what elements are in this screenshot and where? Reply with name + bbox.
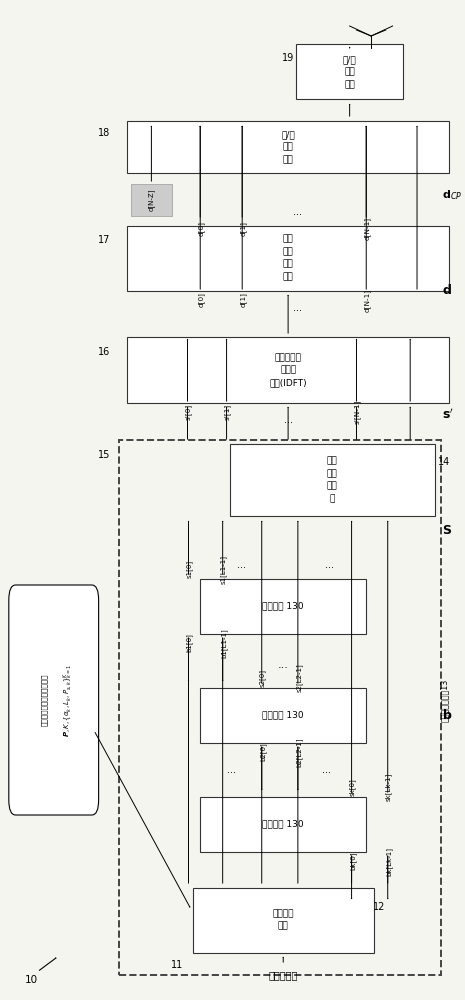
FancyBboxPatch shape [200,796,366,851]
Text: b2[0]: b2[0] [259,743,266,761]
FancyBboxPatch shape [200,688,366,742]
Text: ...: ... [293,207,302,217]
Text: b2[L2-1]: b2[L2-1] [295,737,302,767]
Text: 串行数据流: 串行数据流 [269,970,298,980]
Text: 10: 10 [25,975,38,985]
Text: 扩频单元 130: 扩频单元 130 [262,601,304,610]
FancyBboxPatch shape [131,184,172,216]
FancyBboxPatch shape [127,337,449,402]
Text: 扩频单元 130: 扩频单元 130 [262,819,304,828]
Text: d[N-Z]: d[N-Z] [148,189,155,211]
Text: s2[0]: s2[0] [259,669,266,687]
Text: 15: 15 [98,450,111,460]
Text: ...: ... [293,303,302,313]
Text: 数据映射
单元: 数据映射 单元 [272,909,294,931]
FancyBboxPatch shape [127,121,449,173]
Text: bk[Lk-1]: bk[Lk-1] [385,846,392,876]
Text: s1[0]: s1[0] [186,560,193,578]
Text: s'[N-1]: s'[N-1] [354,400,361,424]
Text: d[1]: d[1] [240,293,246,307]
Text: 14: 14 [438,457,451,467]
Text: ...: ... [322,765,331,775]
Text: s'[1]: s'[1] [224,404,231,420]
Text: d[0]: d[0] [198,293,205,307]
Text: d[0]: d[0] [198,222,205,236]
Text: s2[L2-1]: s2[L2-1] [295,664,302,692]
Text: $\mathbf{S}$: $\mathbf{S}$ [442,524,452,536]
Text: 循环
前缀
插入
单元: 循环 前缀 插入 单元 [283,235,293,281]
FancyBboxPatch shape [296,44,403,99]
Text: 分段式扩频单元13: 分段式扩频单元13 [440,678,449,722]
Text: b1[L1-1]: b1[L1-1] [220,628,227,658]
Text: d[1]: d[1] [240,222,246,236]
FancyBboxPatch shape [127,226,449,290]
Text: $\boldsymbol{P},K,\{\alpha_k,L_k,P_{s,k}\}_{k=1}^K$: $\boldsymbol{P},K,\{\alpha_k,L_k,P_{s,k}… [62,663,75,737]
Text: ...: ... [278,660,289,670]
Text: 并/串
变换
单元: 并/串 变换 单元 [281,130,295,164]
Text: 扩频单元 130: 扩频单元 130 [262,710,304,719]
Text: $\mathbf{d}_{CP}$: $\mathbf{d}_{CP}$ [442,188,463,202]
Text: 数/模
转换
单元: 数/模 转换 单元 [343,55,357,89]
Text: sk[0]: sk[0] [349,778,356,796]
Text: ...: ... [325,560,333,570]
Text: 19: 19 [282,53,294,63]
Text: s1[L1-1]: s1[L1-1] [220,554,227,583]
Text: 16: 16 [99,347,111,357]
Text: d[N-1]: d[N-1] [364,218,371,240]
Text: 数据映射准则和自适应参数: 数据映射准则和自适应参数 [40,674,47,726]
Text: $\mathbf{d}$: $\mathbf{d}$ [442,283,452,297]
Text: ...: ... [237,560,246,570]
Text: 子载
波映
射单
元: 子载 波映 射单 元 [327,457,338,503]
Text: s'[0]: s'[0] [185,404,192,420]
FancyBboxPatch shape [200,578,366,634]
Text: 离散傅里叶
逆变换
单元(IDFT): 离散傅里叶 逆变换 单元(IDFT) [269,353,307,387]
FancyBboxPatch shape [230,444,435,516]
Text: sk[Lk-1]: sk[Lk-1] [385,773,392,801]
Text: bk[0]: bk[0] [349,852,356,870]
Text: 12: 12 [373,902,385,912]
Text: $\mathbf{s'}$: $\mathbf{s'}$ [442,408,454,422]
FancyBboxPatch shape [9,585,99,815]
Text: 17: 17 [98,235,111,245]
Text: ...: ... [284,415,292,425]
FancyBboxPatch shape [193,888,373,952]
Text: ...: ... [227,765,236,775]
Text: $\mathbf{b}$: $\mathbf{b}$ [442,708,453,722]
Text: b1[0]: b1[0] [186,634,193,652]
Text: d[N-1]: d[N-1] [364,288,371,312]
Text: 11: 11 [171,960,183,970]
Text: 18: 18 [99,128,111,138]
